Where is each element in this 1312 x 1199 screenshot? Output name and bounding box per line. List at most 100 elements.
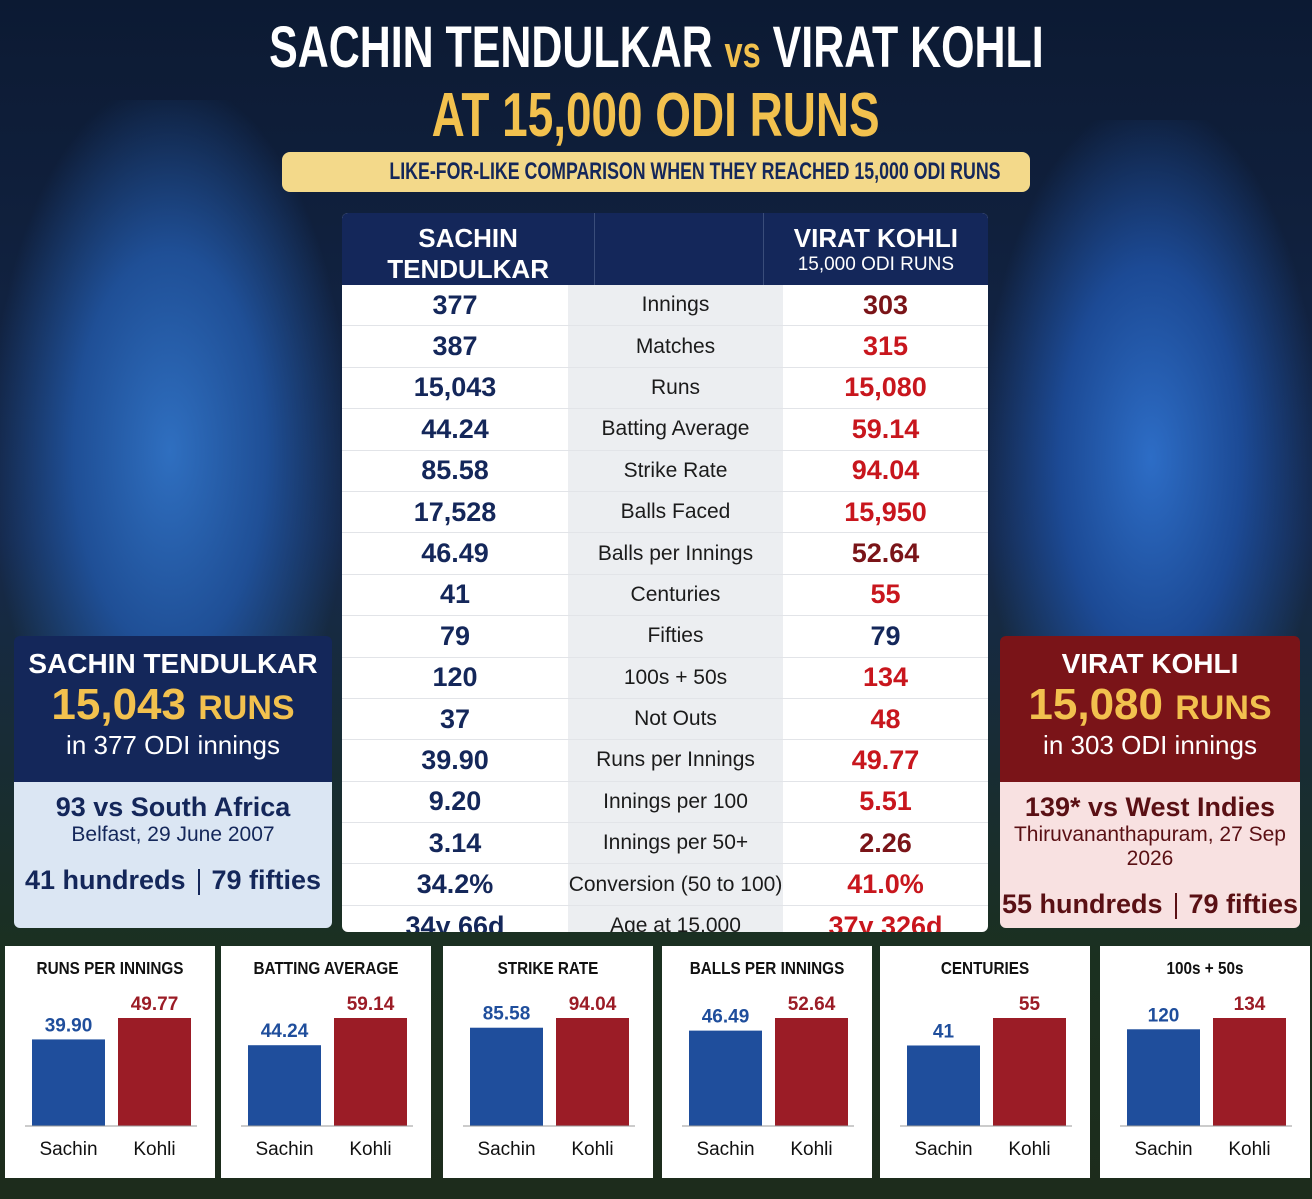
chart-title: BALLS PER INNINGS bbox=[690, 958, 845, 978]
sachin-value: 120 bbox=[432, 662, 478, 693]
header-left-sub: 15,000 ODI RUNS bbox=[389, 285, 547, 306]
title-line-2: AT 15,000 ODI RUNS bbox=[0, 80, 1312, 151]
card-runs-value: 15,080 bbox=[1028, 680, 1163, 729]
sachin-value: 34y 66d bbox=[405, 910, 505, 932]
metric-label: Fifties bbox=[568, 616, 783, 657]
kohli-photo bbox=[990, 120, 1312, 640]
table-row: 17,528 Balls Faced 15,950 bbox=[342, 491, 988, 534]
card-name: VIRAT KOHLI bbox=[1061, 648, 1239, 679]
card-hundreds: 55 hundreds bbox=[1001, 889, 1163, 919]
bar bbox=[556, 1018, 629, 1126]
value-label: 134 bbox=[1234, 994, 1266, 1015]
table-row: 15,043 Runs 15,080 bbox=[342, 367, 988, 410]
metric-label: Not Outs bbox=[568, 698, 783, 740]
sachin-value: 9.20 bbox=[428, 786, 482, 817]
bar bbox=[689, 1030, 762, 1126]
value-label: 46.49 bbox=[702, 1007, 750, 1028]
card-runs-unit: RUNS bbox=[1175, 689, 1272, 727]
title-name-b: VIRAT KOHLI bbox=[772, 15, 1044, 80]
mini-chart: CENTURIES 41 Sachin 55 Kohli bbox=[880, 946, 1090, 1178]
kohli-value: 49.77 bbox=[851, 744, 920, 775]
kohli-value: 134 bbox=[862, 662, 909, 693]
chart-svg: CENTURIES 41 Sachin 55 Kohli bbox=[900, 958, 1072, 1160]
bar bbox=[334, 1018, 407, 1126]
kohli-value: 41.0% bbox=[847, 869, 924, 900]
table-row: 377 Innings 303 bbox=[342, 285, 988, 327]
table-row: 37 Not Outs 48 bbox=[342, 698, 988, 741]
bar bbox=[993, 1018, 1066, 1126]
mini-chart: BALLS PER INNINGS 46.49 Sachin 52.64 Kohli bbox=[662, 946, 872, 1178]
metric-label: Runs bbox=[568, 367, 783, 409]
table-row: 44.24 Batting Average 59.14 bbox=[342, 409, 988, 451]
chart-svg: BALLS PER INNINGS 46.49 Sachin 52.64 Kohli bbox=[682, 958, 854, 1160]
metric-label: Balls Faced bbox=[568, 491, 783, 533]
kohli-value: 37y 326d bbox=[828, 910, 943, 932]
kohli-value: 2.26 bbox=[859, 827, 912, 858]
title-name-a: SACHIN TENDULKAR bbox=[268, 15, 713, 80]
card-stats: 55 hundreds 79 fifties bbox=[1000, 871, 1300, 920]
card-best: 139* vs West Indies bbox=[1024, 792, 1276, 822]
value-label: 85.58 bbox=[483, 1004, 531, 1025]
header-right-name: VIRAT KOHLI bbox=[793, 223, 958, 253]
kohli-card: VIRAT KOHLI 15,080 RUNS in 303 ODI innin… bbox=[1000, 636, 1300, 928]
bar bbox=[32, 1039, 105, 1126]
table-row: 120 100s + 50s 134 bbox=[342, 657, 988, 699]
title-line-2-text: AT 15,000 ODI RUNS bbox=[432, 81, 880, 150]
header-right: VIRAT KOHLI 15,000 ODI RUNS bbox=[764, 213, 988, 285]
sachin-value: 377 bbox=[432, 289, 478, 320]
header-middle bbox=[594, 213, 764, 285]
sachin-value: 15,043 bbox=[413, 372, 497, 403]
x-tick-label: Sachin bbox=[255, 1139, 313, 1160]
title-line-1: SACHIN TENDULKAR vs VIRAT KOHLI bbox=[0, 14, 1312, 81]
sachin-card: SACHIN TENDULKAR 15,043 RUNS in 377 ODI … bbox=[14, 636, 332, 928]
subtitle-text: LIKE-FOR-LIKE COMPARISON WHEN THEY REACH… bbox=[389, 158, 1001, 185]
x-tick-label: Kohli bbox=[571, 1139, 613, 1160]
separator bbox=[197, 868, 200, 895]
kohli-value: 79 bbox=[870, 620, 901, 651]
subtitle: LIKE-FOR-LIKE COMPARISON WHEN THEY REACH… bbox=[282, 152, 1030, 192]
x-tick-label: Sachin bbox=[914, 1139, 972, 1160]
x-tick-label: Kohli bbox=[1228, 1139, 1270, 1160]
kohli-value: 59.14 bbox=[851, 413, 920, 444]
table-row: 34.2% Conversion (50 to 100) 41.0% bbox=[342, 864, 988, 906]
metric-label: Innings per 50+ bbox=[568, 823, 783, 864]
metric-label: Matches bbox=[568, 326, 783, 367]
bar bbox=[470, 1027, 543, 1126]
card-fifties: 79 fifties bbox=[1188, 889, 1299, 919]
table-row: 34y 66d Age at 15,000 37y 326d bbox=[342, 905, 988, 932]
metric-label: Centuries bbox=[568, 574, 783, 616]
kohli-value: 52.64 bbox=[851, 538, 920, 569]
value-label: 41 bbox=[933, 1021, 955, 1042]
card-innings: in 303 ODI innings bbox=[1043, 730, 1257, 760]
table-row: 79 Fifties 79 bbox=[342, 616, 988, 658]
comparison-table: SACHIN TENDULKAR 15,000 ODI RUNS VIRAT K… bbox=[342, 213, 988, 932]
chart-svg: 100s + 50s 120 Sachin 134 Kohli bbox=[1120, 958, 1292, 1160]
table-row: 39.90 Runs per Innings 49.77 bbox=[342, 740, 988, 782]
mini-chart: BATTING AVERAGE 44.24 Sachin 59.14 Kohli bbox=[221, 946, 431, 1178]
card-runs: 15,080 RUNS bbox=[1000, 680, 1300, 730]
card-best: 93 vs South Africa bbox=[55, 792, 291, 822]
header-left: SACHIN TENDULKAR 15,000 ODI RUNS bbox=[342, 213, 594, 306]
chart-title: STRIKE RATE bbox=[498, 958, 599, 978]
value-label: 120 bbox=[1148, 1005, 1180, 1026]
table-header: SACHIN TENDULKAR 15,000 ODI RUNS VIRAT K… bbox=[342, 213, 988, 306]
kohli-card-bottom: 139* vs West Indies Thiruvananthapuram, … bbox=[1000, 782, 1300, 928]
metric-label: Balls per Innings bbox=[568, 533, 783, 574]
card-runs-value: 15,043 bbox=[51, 680, 186, 729]
card-innings: in 377 ODI innings bbox=[66, 730, 280, 760]
chart-svg: BATTING AVERAGE 44.24 Sachin 59.14 Kohli bbox=[241, 958, 413, 1160]
card-fifties: 79 fifties bbox=[211, 865, 322, 895]
card-runs-unit: RUNS bbox=[198, 689, 295, 727]
sachin-value: 3.14 bbox=[428, 827, 482, 858]
card-venue: Thiruvananthapuram, 27 Sep 2026 bbox=[1013, 823, 1286, 870]
bar bbox=[118, 1018, 191, 1126]
x-tick-label: Sachin bbox=[477, 1139, 535, 1160]
kohli-card-top: VIRAT KOHLI 15,080 RUNS in 303 ODI innin… bbox=[1000, 636, 1300, 782]
metric-label: Conversion (50 to 100) bbox=[568, 864, 783, 905]
value-label: 39.90 bbox=[45, 1015, 93, 1036]
sachin-card-top: SACHIN TENDULKAR 15,043 RUNS in 377 ODI … bbox=[14, 636, 332, 782]
x-tick-label: Kohli bbox=[790, 1139, 832, 1160]
value-label: 49.77 bbox=[131, 994, 179, 1015]
kohli-value: 5.51 bbox=[859, 786, 912, 817]
metric-label: Age at 15,000 bbox=[568, 905, 783, 932]
